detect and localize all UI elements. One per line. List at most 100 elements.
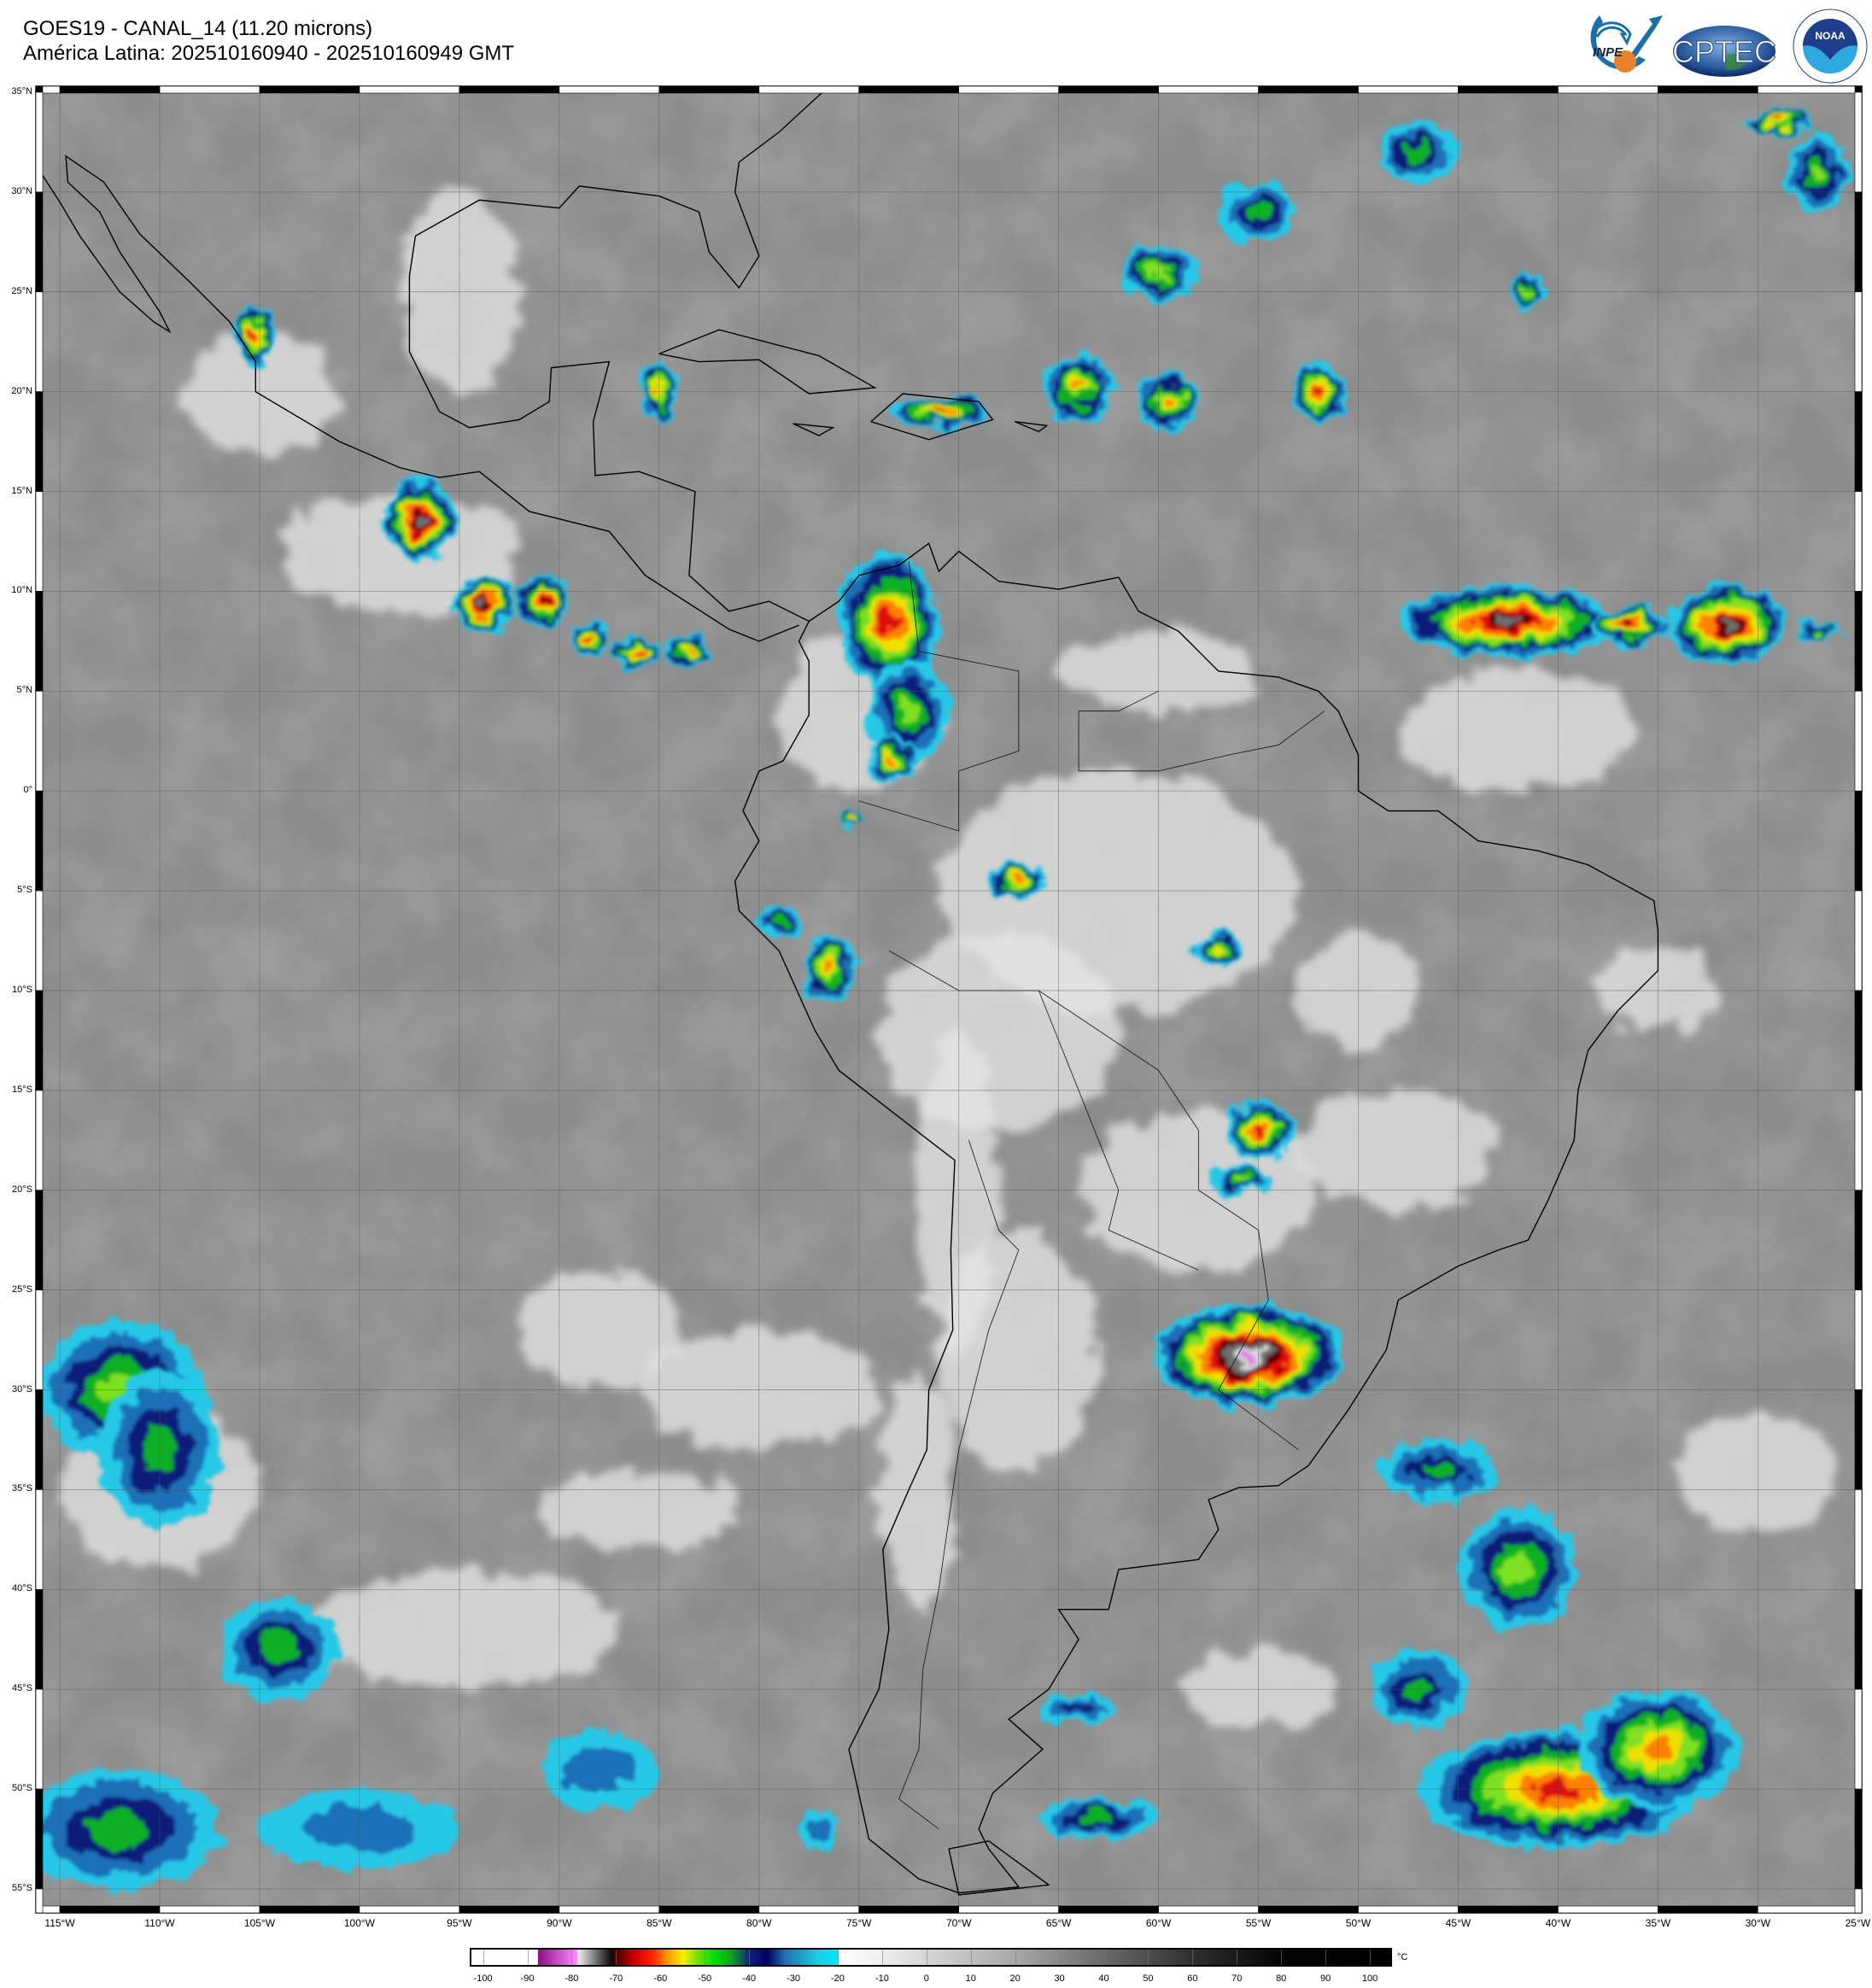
cloud-top-temp-level	[250, 330, 257, 342]
frame-bar-bottom	[1458, 1905, 1559, 1914]
convective-cell	[1458, 1509, 1578, 1630]
cloud-top-temp-level	[479, 601, 488, 609]
frame-bar-bottom	[259, 1905, 360, 1914]
cloud-top-temp-level	[807, 1817, 831, 1841]
cloud-top-temp-level	[888, 757, 898, 766]
colorbar-tick-line	[571, 1950, 573, 1965]
convective-cell	[799, 1809, 839, 1850]
svg-text:NOAA: NOAA	[1815, 30, 1846, 42]
frame-bar-bottom	[159, 1905, 260, 1914]
convective-cell	[1038, 1693, 1119, 1726]
frame-bar-bottom	[1358, 1905, 1459, 1914]
cloud-top-temp-level	[1213, 947, 1224, 955]
latitude-label: 5°S	[17, 885, 32, 896]
longitude-label: 25°W	[1845, 1917, 1871, 1929]
latitude-label: 35°S	[12, 1483, 32, 1494]
frame-bar-left	[35, 1788, 44, 1890]
frame-bar-left	[35, 1688, 44, 1790]
frame-bar-right	[1854, 391, 1863, 492]
convective-cell	[1378, 1439, 1499, 1500]
convective-cell	[1208, 1164, 1269, 1196]
svg-text:CPTEC: CPTEC	[1672, 34, 1776, 69]
cloud-top-temp-level	[898, 699, 919, 724]
frame-bar-left	[35, 790, 44, 892]
frame-bar-right	[1854, 491, 1863, 592]
satellite-map[interactable]	[0, 0, 1872, 1938]
coastline	[870, 393, 994, 441]
convective-cell	[1668, 585, 1788, 665]
frame-bar-right	[1854, 91, 1863, 193]
cloud-top-temp-level	[1720, 620, 1736, 631]
colorbar-tick-line	[483, 1950, 484, 1965]
latitude-label: 10°N	[11, 585, 32, 596]
colorbar-tick-label: 60	[1187, 1973, 1198, 1984]
map-frame	[35, 85, 1863, 1914]
frame-bar-right	[1854, 1489, 1863, 1590]
cloud-top-temp-level	[565, 1746, 634, 1792]
colorbar-tick-line	[1148, 1950, 1150, 1965]
frame-bar-bottom	[758, 1905, 860, 1914]
frame-bar-right	[1854, 1788, 1863, 1890]
cptec-logo: CPTEC	[1671, 26, 1777, 77]
cloud-top-temp-level	[1503, 1554, 1533, 1585]
convective-cell	[539, 1728, 659, 1810]
frame-bar-right	[1854, 1389, 1863, 1490]
coastline	[36, 155, 799, 642]
country-border	[888, 950, 1299, 1450]
longitude-label: 85°W	[646, 1917, 672, 1929]
colorbar-tick-line	[1325, 1950, 1327, 1965]
frame-bar-left	[35, 391, 44, 492]
colorbar-unit: °C	[1397, 1952, 1408, 1962]
cloud-top-temp-level	[541, 597, 550, 605]
longitude-label: 80°W	[746, 1917, 772, 1929]
latitude-label: 10°S	[12, 984, 32, 995]
frame-bar-right	[1854, 691, 1863, 792]
longitude-label: 50°W	[1345, 1917, 1372, 1929]
frame-bar-left	[35, 1190, 44, 1290]
colorbar-tick-label: 100	[1361, 1973, 1378, 1984]
convective-cell	[1746, 110, 1811, 135]
frame-bar-left	[35, 890, 44, 991]
convective-cell	[219, 1599, 340, 1699]
colorbar-tick-label: 10	[965, 1973, 976, 1984]
coastline	[1014, 421, 1049, 433]
temperature-colorbar	[470, 1948, 1392, 1967]
frame-bar-right	[1854, 1090, 1863, 1191]
cloud-top-temp-level	[1406, 143, 1430, 161]
longitude-label: 70°W	[945, 1917, 972, 1929]
longitude-label: 100°W	[343, 1917, 376, 1929]
colorbar-tick-label: 70	[1231, 1973, 1243, 1984]
cloud-top-temp-level	[880, 610, 898, 633]
convective-cell	[991, 862, 1047, 899]
product-subtitle: América Latina: 202510160940 - 202510160…	[23, 42, 515, 65]
longitude-label: 40°W	[1545, 1917, 1571, 1929]
colorbar-tick-label: 80	[1276, 1973, 1287, 1984]
frame-bar-bottom	[459, 1905, 560, 1914]
longitude-label: 110°W	[144, 1917, 175, 1929]
colorbar-tick-label: -20	[831, 1973, 845, 1984]
longitude-label: 90°W	[547, 1917, 572, 1929]
high-cloud-patch	[539, 1470, 740, 1550]
cloud-top-temp-level	[931, 409, 947, 414]
colorbar-tick-line	[881, 1950, 883, 1965]
convective-cell	[615, 634, 664, 668]
latitude-label: 25°N	[11, 285, 32, 296]
colorbar-tick-label: 50	[1143, 1973, 1154, 1984]
latitude-label: 0°	[23, 785, 32, 796]
cloud-top-temp-level	[586, 634, 593, 640]
frame-bar-left	[35, 990, 44, 1091]
latitude-label: 30°S	[12, 1383, 32, 1395]
frame-bar-right	[1854, 85, 1863, 93]
cloud-top-temp-level	[823, 961, 834, 973]
coastline	[734, 542, 1659, 1894]
country-border	[858, 561, 1020, 832]
colorbar-tick-label: -70	[609, 1973, 623, 1984]
convective-cell	[800, 934, 857, 999]
frame-bar-right	[1854, 1888, 1863, 1914]
cloud-top-temp-level	[1622, 622, 1634, 629]
coastlines	[36, 86, 1659, 1896]
high-cloud-patch	[1298, 1090, 1499, 1211]
country-border	[1038, 990, 1199, 1271]
latitude-label: 20°N	[11, 385, 32, 396]
frame-bar-left	[35, 85, 44, 93]
